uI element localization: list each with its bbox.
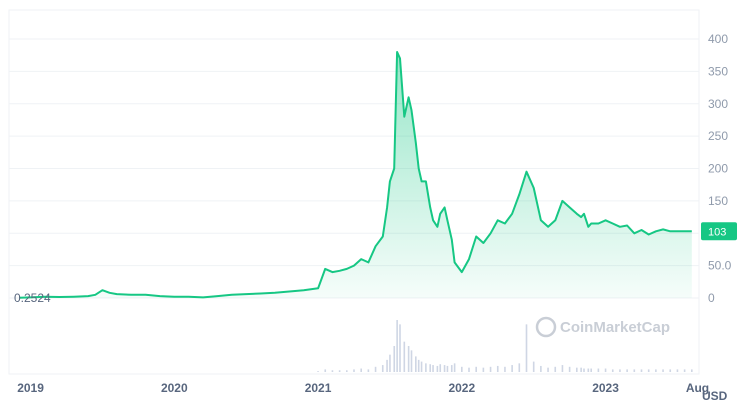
volume-bar [633,369,636,372]
volume-bars [317,320,693,372]
price-line [19,51,692,299]
volume-bar [439,364,442,372]
volume-bar [415,356,417,372]
volume-bar [619,369,621,372]
volume-bar [436,365,439,372]
volume-bar [518,363,521,372]
volume-bar [461,366,463,372]
volume-bar [381,365,384,372]
x-tick-label: Aug [686,381,709,395]
volume-bar [676,369,679,372]
y-tick-label: 0 [708,291,715,305]
x-axis: 2019 2020 2021 2022 2023 Aug [17,381,709,395]
y-tick-label: 50.0 [708,259,732,273]
volume-bar [583,368,585,372]
y-tick-label: 300 [708,97,728,111]
volume-bar [420,361,423,372]
volume-bar [453,363,456,372]
volume-bar [504,366,506,372]
volume-bar [331,370,334,372]
volume-bar [367,369,370,372]
volume-bar [410,350,413,372]
y-tick-label: 400 [708,32,728,46]
plot-area-border [8,9,700,375]
watermark-text: CoinMarketCap [560,319,670,336]
volume-bar [443,365,446,372]
volume-bar [554,366,557,372]
volume-bar [647,369,650,372]
volume-bar [669,369,672,372]
volume-bar [432,365,434,372]
y-tick-label: 350 [708,64,728,78]
volume-bar [360,368,362,372]
volume-bar [446,365,449,372]
volume-bar [403,341,406,372]
current-price-tag-bg [701,222,737,241]
volume-bar [597,368,600,372]
unit-label: USD [702,389,728,403]
volume-bar [396,320,398,372]
volume-bar [317,371,319,372]
coinmarketcap-logo-icon [535,316,557,338]
volume-bar [525,324,528,372]
x-tick-label: 2023 [592,381,619,395]
volume-bar [568,366,571,372]
volume-bar [611,369,614,372]
volume-bar [417,359,420,372]
volume-bar [576,367,578,372]
volume-bar [683,369,686,372]
x-tick-label: 2021 [305,381,332,395]
volume-bar [407,346,410,372]
volume-bar [532,361,535,372]
volume-bar [655,369,657,372]
volume-bar [640,369,643,372]
price-area [19,51,692,299]
volume-bar [580,367,582,372]
x-tick-label: 2019 [17,381,44,395]
volume-bar [450,365,453,372]
volume-bar [587,368,590,372]
volume-bar [346,370,348,372]
volume-bar [561,365,564,372]
volume-bar [662,369,664,372]
volume-bar [540,365,542,372]
current-price-label: 103 [708,226,726,238]
volume-bar [604,368,607,372]
x-tick-label: 2020 [161,381,188,395]
price-area-fill [19,52,692,298]
volume-bar [468,367,470,372]
start-value-label: 0.2524 [14,291,51,305]
volume-bar [691,369,693,372]
volume-bar [429,364,431,372]
volume-bar [547,367,549,372]
volume-bar [511,365,513,372]
y-axis: 40035030025020015010050.00 [708,32,732,305]
watermark: CoinMarketCap [535,316,670,338]
x-tick-label: 2022 [448,381,475,395]
y-tick-label: 250 [708,129,728,143]
current-price-tag: 103 [701,222,737,241]
y-tick-label: 150 [708,194,728,208]
volume-bar [590,368,592,372]
volume-bar [393,346,396,372]
volume-bar [399,324,401,372]
y-tick-label: 200 [708,162,728,176]
volume-bar [489,366,492,372]
volume-bar [324,369,327,372]
volume-bar [475,366,477,372]
volume-bar [626,369,628,372]
volume-bar [389,354,391,372]
volume-bar [482,367,485,372]
volume-bar [353,369,355,372]
volume-bar [338,370,341,372]
volume-bar [496,365,499,372]
volume-bar [374,366,377,372]
volume-bar [425,363,427,372]
volume-bar [386,359,388,372]
